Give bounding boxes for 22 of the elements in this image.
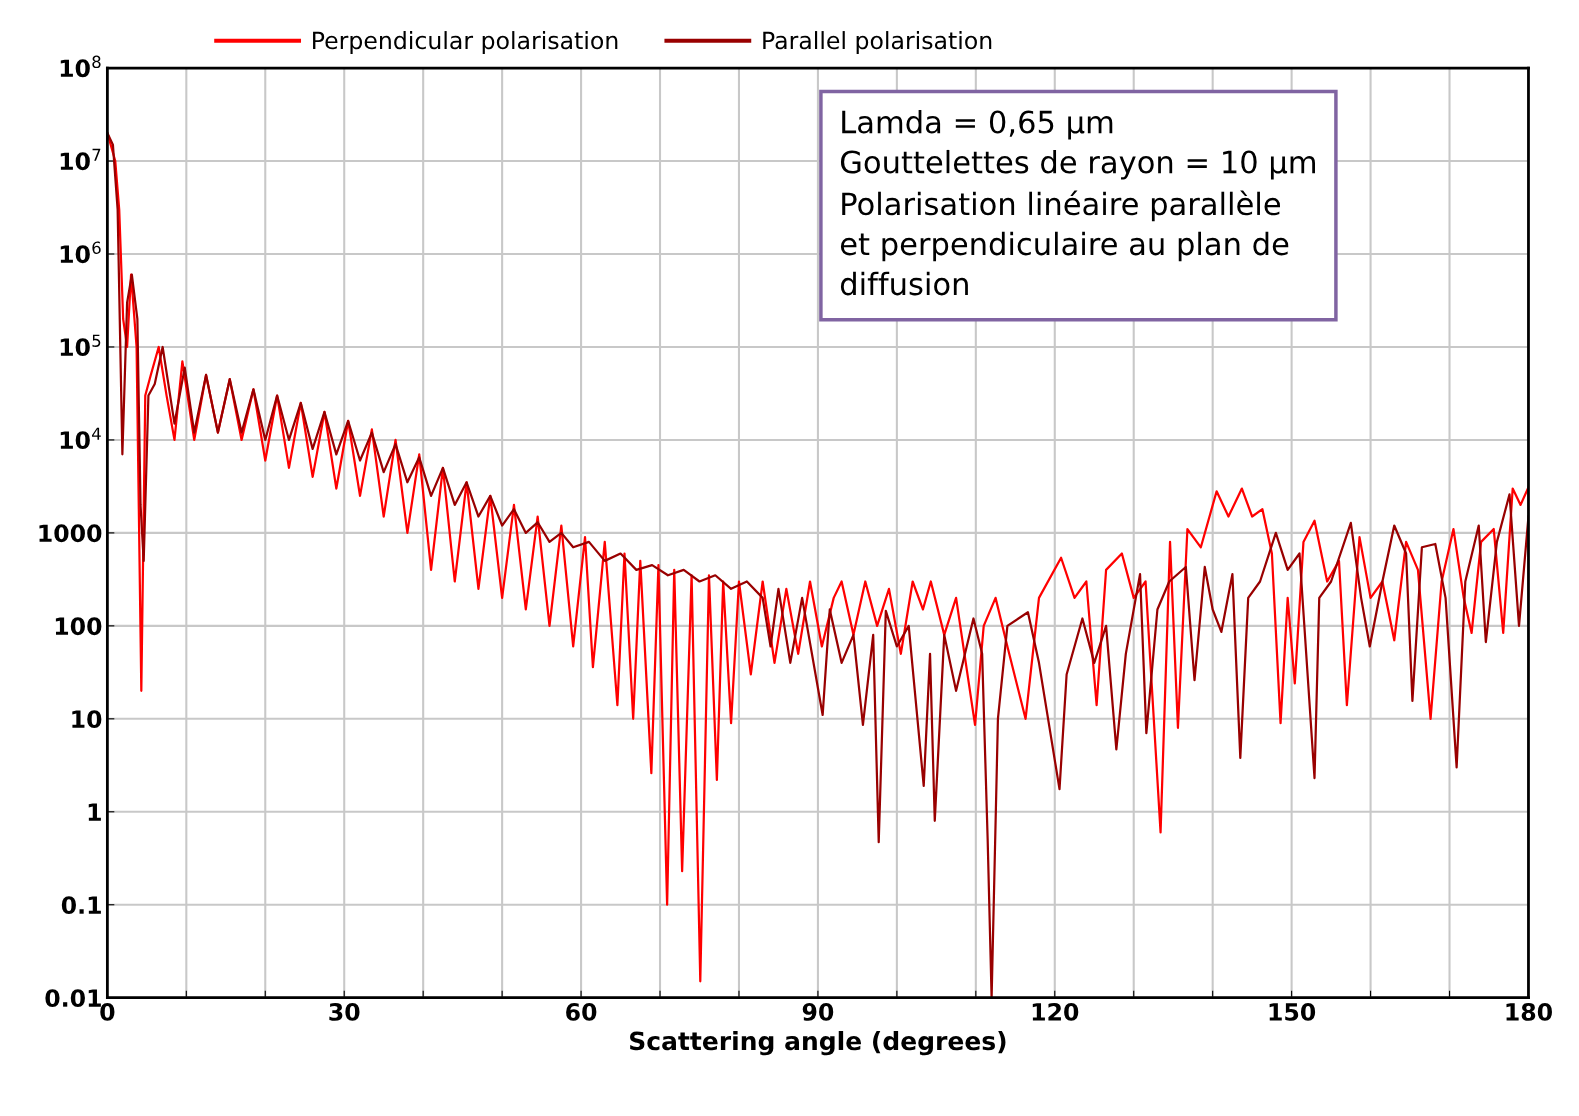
y-tick-label: 0.1 bbox=[61, 896, 101, 915]
y-tick-label: 100 bbox=[55, 617, 102, 636]
x-axis-title: Scattering angle (degrees) bbox=[630, 1030, 1006, 1056]
y-tick-label: 10$^{7}$ bbox=[60, 148, 101, 171]
annotation: Lamda = 0,65 µm Gouttelettes de rayon = 10 µm Polarisation linéaire parallèle et perpendiculaire au plan de diffusion bbox=[840, 109, 1315, 296]
y-tick-label: 10$^{6}$ bbox=[60, 241, 101, 264]
y-tick-label: 10$^{5}$ bbox=[60, 334, 101, 357]
legend-label: Parallel polarisation bbox=[763, 31, 992, 54]
y-tick-label: 10 bbox=[72, 710, 102, 729]
x-tick-label: 0 bbox=[100, 1002, 115, 1021]
x-tick-label: 30 bbox=[329, 1002, 360, 1021]
y-tick-label: 1 bbox=[88, 803, 101, 821]
y-tick-label: 10$^{4}$ bbox=[60, 427, 101, 450]
x-tick-label: 90 bbox=[802, 1002, 834, 1021]
y-tick-label: 10$^{8}$ bbox=[60, 55, 101, 78]
x-tick-label: 180 bbox=[1506, 1002, 1552, 1021]
y-tick-label: 1000 bbox=[39, 524, 102, 543]
y-tick-label: 0.01 bbox=[45, 989, 101, 1008]
x-tick-label: 150 bbox=[1269, 1002, 1316, 1021]
x-tick-label: 120 bbox=[1032, 1002, 1079, 1021]
legend-label: Perpendicular polarisation bbox=[313, 31, 618, 54]
x-tick-label: 60 bbox=[566, 1002, 597, 1021]
